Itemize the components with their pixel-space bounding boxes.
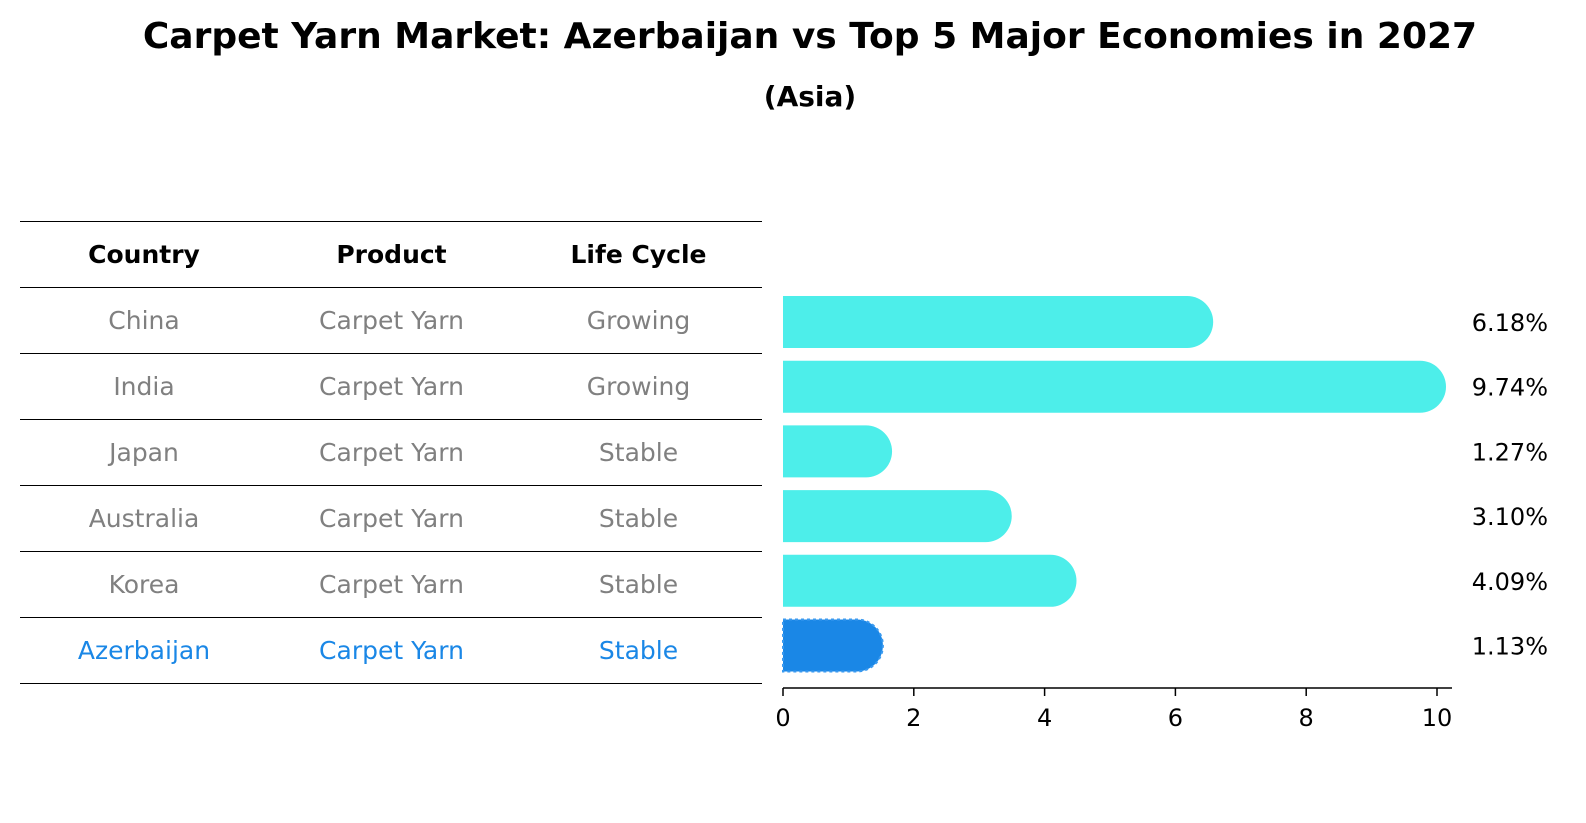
cell-life-cycle: Stable: [515, 419, 762, 486]
bar-azerbaijan: [782, 618, 884, 673]
data-table: Country Product Life Cycle China Carpet …: [20, 221, 762, 684]
cell-country: India: [20, 353, 268, 420]
table-row: India Carpet Yarn Growing: [20, 353, 762, 420]
value-label: 1.13%: [1472, 633, 1548, 661]
header-country: Country: [20, 221, 268, 288]
table-row: Japan Carpet Yarn Stable: [20, 419, 762, 486]
value-label: 1.27%: [1472, 438, 1548, 466]
cell-product: Carpet Yarn: [268, 287, 515, 354]
x-tick-label: 4: [1037, 704, 1052, 732]
cell-product: Carpet Yarn: [268, 353, 515, 420]
table-header-row: Country Product Life Cycle: [20, 221, 762, 288]
chart-title: Carpet Yarn Market: Azerbaijan vs Top 5 …: [142, 16, 1478, 57]
value-label: 9.74%: [1472, 374, 1548, 402]
bar-korea: [783, 554, 1077, 607]
table-row: Korea Carpet Yarn Stable: [20, 551, 762, 618]
cell-life-cycle: Growing: [515, 353, 762, 420]
x-tick-label: 6: [1168, 704, 1183, 732]
header-life-cycle: Life Cycle: [515, 221, 762, 288]
cell-product: Carpet Yarn: [268, 419, 515, 486]
cell-country: China: [20, 287, 268, 354]
header-product: Product: [268, 221, 515, 288]
value-label: 6.18%: [1472, 309, 1548, 337]
x-tick-label: 2: [906, 704, 921, 732]
bar-india: [783, 360, 1446, 413]
cell-life-cycle: Stable: [515, 617, 762, 684]
cell-life-cycle: Stable: [515, 551, 762, 618]
cell-country: Azerbaijan: [20, 617, 268, 684]
x-tick-label: 8: [1299, 704, 1314, 732]
cell-product: Carpet Yarn: [268, 551, 515, 618]
cell-life-cycle: Stable: [515, 485, 762, 552]
bar-australia: [783, 490, 1012, 543]
cell-country: Korea: [20, 551, 268, 618]
cell-country: Japan: [20, 419, 268, 486]
cell-country: Australia: [20, 485, 268, 552]
value-label: 4.09%: [1472, 568, 1548, 596]
x-tick-label: 10: [1422, 704, 1453, 732]
cell-product: Carpet Yarn: [268, 617, 515, 684]
cell-life-cycle: Growing: [515, 287, 762, 354]
table-row: Australia Carpet Yarn Stable: [20, 485, 762, 552]
bar-china: [783, 296, 1214, 348]
table-row: China Carpet Yarn Growing: [20, 287, 762, 354]
table-row-highlight: Azerbaijan Carpet Yarn Stable: [20, 617, 762, 684]
x-tick-label: 0: [775, 704, 790, 732]
cell-product: Carpet Yarn: [268, 485, 515, 552]
value-label: 3.10%: [1472, 503, 1548, 531]
bar-japan: [783, 425, 893, 478]
chart-subtitle: (Asia): [763, 80, 857, 113]
